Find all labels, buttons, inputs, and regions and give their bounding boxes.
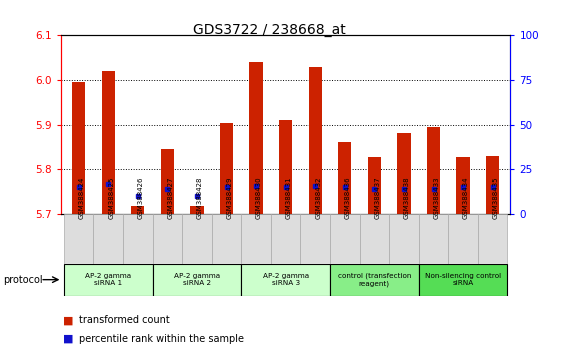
Text: GSM388438: GSM388438 bbox=[404, 177, 410, 219]
Bar bbox=[279, 120, 292, 214]
FancyBboxPatch shape bbox=[182, 214, 212, 264]
FancyBboxPatch shape bbox=[241, 264, 330, 296]
Bar bbox=[72, 82, 85, 214]
FancyBboxPatch shape bbox=[64, 264, 153, 296]
Bar bbox=[309, 67, 322, 214]
Text: GDS3722 / 238668_at: GDS3722 / 238668_at bbox=[193, 23, 346, 37]
Text: percentile rank within the sample: percentile rank within the sample bbox=[79, 334, 244, 344]
Bar bbox=[102, 71, 115, 214]
Text: AP-2 gamma
siRNA 2: AP-2 gamma siRNA 2 bbox=[174, 273, 220, 286]
Bar bbox=[427, 127, 440, 214]
FancyBboxPatch shape bbox=[212, 214, 241, 264]
FancyBboxPatch shape bbox=[330, 264, 419, 296]
FancyBboxPatch shape bbox=[271, 214, 300, 264]
FancyBboxPatch shape bbox=[64, 214, 93, 264]
Bar bbox=[338, 142, 351, 214]
FancyBboxPatch shape bbox=[123, 214, 153, 264]
Text: ■: ■ bbox=[63, 315, 73, 325]
Text: protocol: protocol bbox=[3, 275, 42, 285]
Text: GSM388430: GSM388430 bbox=[256, 177, 262, 219]
Text: GSM388437: GSM388437 bbox=[374, 177, 380, 219]
FancyBboxPatch shape bbox=[360, 214, 389, 264]
Bar bbox=[249, 62, 263, 214]
Text: AP-2 gamma
siRNA 3: AP-2 gamma siRNA 3 bbox=[263, 273, 309, 286]
Text: AP-2 gamma
siRNA 1: AP-2 gamma siRNA 1 bbox=[85, 273, 131, 286]
Text: GSM388424: GSM388424 bbox=[79, 177, 85, 219]
Text: GSM388435: GSM388435 bbox=[492, 177, 499, 219]
FancyBboxPatch shape bbox=[448, 214, 478, 264]
Text: GSM388426: GSM388426 bbox=[138, 177, 144, 219]
FancyBboxPatch shape bbox=[241, 214, 271, 264]
Bar bbox=[397, 133, 411, 214]
Text: GSM388432: GSM388432 bbox=[315, 177, 321, 219]
Text: control (transfection
reagent): control (transfection reagent) bbox=[338, 273, 411, 287]
Text: GSM388428: GSM388428 bbox=[197, 177, 203, 219]
Bar bbox=[486, 156, 499, 214]
FancyBboxPatch shape bbox=[300, 214, 330, 264]
Bar bbox=[368, 157, 381, 214]
Text: GSM388429: GSM388429 bbox=[227, 177, 233, 219]
Text: GSM388425: GSM388425 bbox=[108, 177, 114, 219]
Text: GSM388427: GSM388427 bbox=[168, 177, 173, 219]
Bar bbox=[456, 157, 470, 214]
Text: GSM388436: GSM388436 bbox=[345, 177, 351, 219]
FancyBboxPatch shape bbox=[389, 214, 419, 264]
Text: Non-silencing control
siRNA: Non-silencing control siRNA bbox=[425, 273, 501, 286]
FancyBboxPatch shape bbox=[153, 214, 182, 264]
Text: GSM388434: GSM388434 bbox=[463, 177, 469, 219]
Bar bbox=[220, 122, 233, 214]
Text: ■: ■ bbox=[63, 334, 73, 344]
Bar bbox=[131, 206, 144, 214]
Bar bbox=[161, 149, 174, 214]
FancyBboxPatch shape bbox=[419, 264, 508, 296]
Text: GSM388431: GSM388431 bbox=[285, 177, 292, 219]
FancyBboxPatch shape bbox=[330, 214, 360, 264]
Text: GSM388433: GSM388433 bbox=[433, 177, 440, 219]
Text: transformed count: transformed count bbox=[79, 315, 169, 325]
FancyBboxPatch shape bbox=[153, 264, 241, 296]
Bar bbox=[190, 206, 204, 214]
FancyBboxPatch shape bbox=[478, 214, 508, 264]
FancyBboxPatch shape bbox=[419, 214, 448, 264]
FancyBboxPatch shape bbox=[93, 214, 123, 264]
